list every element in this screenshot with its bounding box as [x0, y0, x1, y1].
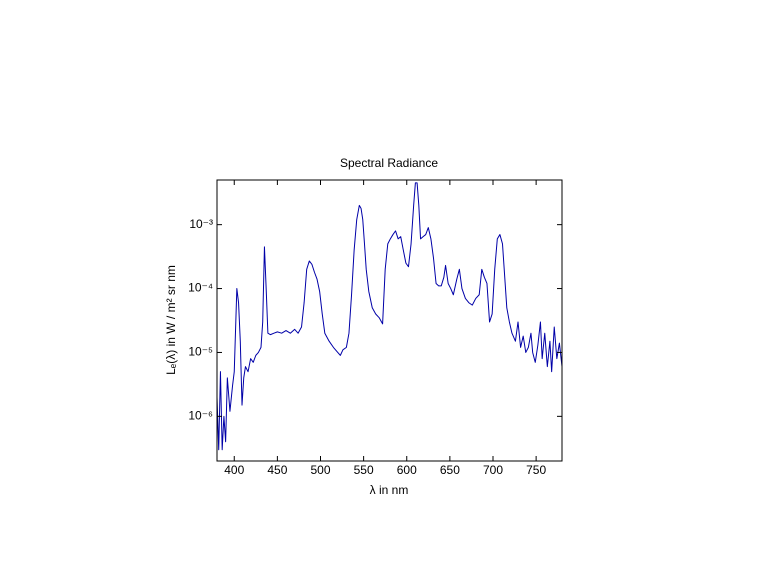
x-tick-label: 550: [354, 463, 374, 477]
y-tick-label: 10⁻⁶: [188, 409, 213, 423]
x-tick-label: 700: [483, 463, 503, 477]
x-axis-label: λ in nm: [370, 483, 409, 497]
x-tick-label: 650: [440, 463, 460, 477]
x-tick-label: 600: [397, 463, 417, 477]
x-tick-label: 400: [224, 463, 244, 477]
x-tick-label: 750: [526, 463, 546, 477]
y-tick-label: 10⁻³: [189, 217, 213, 231]
y-tick-label: 10⁻⁴: [188, 281, 213, 295]
data-line: [216, 182, 563, 451]
axes-box: [216, 179, 563, 462]
y-axis-label: Lₑ(λ) in W / m² sr nm: [164, 265, 178, 375]
chart-title: Spectral Radiance: [340, 156, 438, 170]
x-tick-label: 500: [310, 463, 330, 477]
y-tick-label: 10⁻⁵: [188, 345, 213, 359]
x-tick-label: 450: [267, 463, 287, 477]
